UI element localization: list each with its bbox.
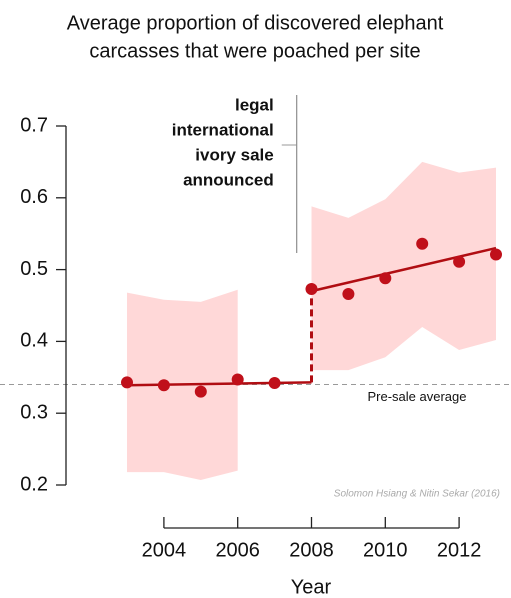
y-tick-label: 0.6 [20, 186, 48, 208]
data-point [490, 248, 502, 261]
y-tick-label: 0.2 [20, 473, 48, 495]
x-tick-label: 2008 [289, 539, 334, 561]
y-tick-label: 0.7 [20, 114, 48, 136]
data-point [416, 237, 429, 250]
data-point [231, 373, 244, 386]
data-point [121, 376, 133, 389]
annotation-text: announced [183, 170, 274, 189]
data-point [342, 288, 355, 301]
y-tick-label: 0.4 [20, 330, 48, 352]
x-axis-label: Year [291, 576, 332, 598]
annotation-text: legal [235, 95, 274, 114]
x-tick-label: 2004 [142, 539, 187, 561]
chart-title: carcasses that were poached per site [89, 40, 420, 62]
data-point [379, 272, 392, 285]
data-point [268, 377, 281, 390]
fit-line [311, 246, 497, 293]
annotation-text: ivory sale [195, 145, 273, 164]
y-tick-label: 0.5 [20, 258, 48, 280]
data-point [305, 282, 318, 295]
reference-label: Pre-sale average [368, 389, 467, 404]
annotation-text: international [172, 120, 274, 139]
chart-title: Average proportion of discovered elephan… [67, 12, 444, 34]
data-point [194, 385, 207, 398]
data-point [157, 379, 170, 392]
y-tick-label: 0.3 [20, 401, 48, 423]
x-tick-label: 2006 [215, 539, 260, 561]
x-tick-label: 2012 [437, 539, 482, 561]
data-point [453, 255, 466, 268]
credit: Solomon Hsiang & Nitin Sekar (2016) [334, 489, 500, 500]
fit-line [126, 381, 312, 387]
x-tick-label: 2010 [363, 539, 408, 561]
